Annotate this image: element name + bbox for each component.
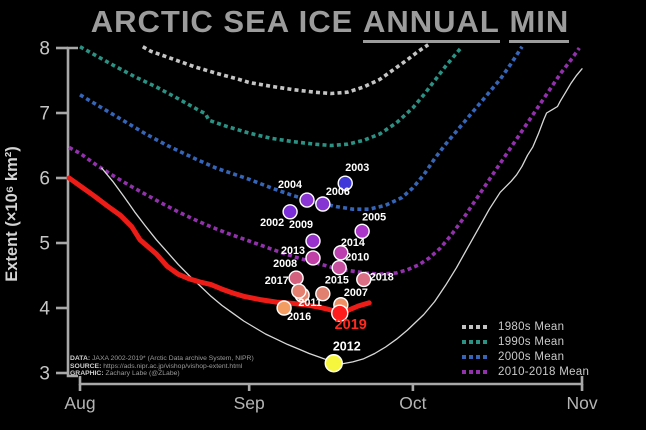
min-label-2016: 2016 — [287, 311, 311, 323]
y-tick-label-6: 6 — [39, 169, 50, 190]
credit-data-text: JAXA 2002-2019* (Arctic Data archive Sys… — [90, 355, 254, 362]
legend: 1980s Mean 1990s Mean 2000s Mean 2010-20… — [462, 319, 589, 379]
min-dot-2005 — [354, 223, 370, 240]
min-dot-2012 — [324, 354, 343, 373]
min-point-2016: 2016 — [276, 300, 311, 323]
legend-row-1980s: 1980s Mean — [462, 319, 589, 334]
min-dot-2017 — [291, 283, 307, 299]
min-point-2019: 2019 — [331, 304, 367, 333]
y-tick-label-7: 7 — [39, 104, 50, 125]
min-label-2019: 2019 — [335, 317, 367, 333]
y-tick-label-4: 4 — [39, 299, 50, 320]
min-point-2008: 2008 — [273, 258, 304, 286]
min-dot-2008 — [288, 270, 304, 286]
x-tick-label-Oct: Oct — [399, 393, 426, 413]
min-dot-2003 — [337, 175, 353, 191]
min-label-2018: 2018 — [370, 271, 394, 283]
min-dot-2016 — [276, 300, 292, 316]
min-label-2002: 2002 — [260, 217, 284, 229]
title-text-annual: ANNUAL — [362, 4, 500, 43]
min-dot-2018 — [356, 271, 372, 288]
min-point-2017: 2017 — [265, 275, 307, 299]
series-1980s-mean — [141, 43, 430, 96]
min-point-2003: 2003 — [337, 162, 369, 191]
min-dot-2013 — [305, 250, 321, 266]
min-label-2013: 2013 — [281, 245, 305, 257]
legend-swatch-2010-2018 — [462, 369, 489, 374]
min-dot-2014 — [333, 245, 349, 261]
min-label-2009: 2009 — [289, 219, 313, 231]
min-point-2012: 2012 — [324, 339, 361, 373]
credit-line-data: DATA: JAXA 2002-2019* (Arctic Data archi… — [70, 355, 254, 363]
x-tick-label-Nov: Nov — [566, 393, 597, 413]
credit-source-label: SOURCE: — [70, 362, 102, 370]
min-label-2011: 2011 — [298, 297, 321, 309]
min-point-2014: 2014 — [333, 237, 365, 261]
series-2012 — [101, 68, 583, 365]
min-label-2014: 2014 — [341, 237, 365, 249]
page-title: ARCTIC SEA ICE ANNUAL MIN — [0, 4, 646, 43]
credit-graphic-label: GRAPHIC: — [70, 370, 104, 378]
credit-data-label: DATA: — [70, 355, 91, 362]
min-point-2018: 2018 — [356, 271, 394, 288]
legend-swatch-1980s — [462, 324, 489, 329]
min-point-2009: 2009 — [289, 219, 321, 249]
min-label-2008: 2008 — [273, 258, 297, 270]
series-2010-2018-mean — [68, 46, 581, 277]
min-label-2012: 2012 — [333, 339, 361, 353]
credit-graphic-text: Zachary Labe (@ZLabe) — [103, 370, 180, 378]
credits-block: DATA: JAXA 2002-2019* (Arctic Data archi… — [70, 355, 254, 378]
min-point-2004: 2004 — [278, 179, 315, 208]
credit-source-text: https://ads.nipr.ac.jp/vishop/vishop-ext… — [101, 362, 243, 370]
min-label-2006: 2006 — [326, 186, 350, 198]
min-dot-2009 — [305, 233, 321, 249]
min-label-2007: 2007 — [344, 287, 368, 299]
min-point-2013: 2013 — [281, 245, 321, 266]
legend-label-1980s: 1980s Mean — [498, 320, 565, 333]
min-dot-2004 — [299, 192, 315, 208]
series-2000s-mean — [79, 45, 524, 211]
y-tick-label-8: 8 — [39, 39, 50, 60]
y-axis-title: Extent (×10⁶ km²) — [3, 146, 21, 282]
legend-row-1990s: 1990s Mean — [462, 334, 589, 349]
min-label-2010: 2010 — [345, 252, 369, 264]
title-text-plain: ARCTIC SEA ICE — [90, 4, 354, 39]
min-dot-2006 — [315, 196, 331, 212]
axes: 3 4 5 6 7 8 Aug Sep Oct Nov Extent (×10⁶ km²) — [3, 39, 598, 414]
x-tick-label-Sep: Sep — [234, 393, 265, 413]
legend-row-2000s: 2000s Mean — [462, 349, 589, 364]
credit-line-graphic: GRAPHIC: Zachary Labe (@ZLabe) — [70, 370, 254, 378]
legend-label-1990s: 1990s Mean — [498, 335, 565, 348]
min-point-2006: 2006 — [315, 186, 350, 212]
series-1990s-mean — [79, 45, 464, 148]
y-tick-label-3: 3 — [39, 364, 50, 385]
legend-row-2010-2018: 2010-2018 Mean — [462, 364, 589, 379]
min-label-2017: 2017 — [265, 275, 289, 287]
min-label-2015: 2015 — [325, 275, 349, 287]
min-dot-2019 — [331, 304, 349, 322]
min-point-2010: 2010 — [331, 252, 369, 276]
min-point-2005: 2005 — [354, 211, 386, 240]
y-tick-label-5: 5 — [39, 234, 50, 255]
legend-swatch-2000s — [462, 354, 489, 359]
min-label-2005: 2005 — [362, 211, 386, 223]
min-label-2003: 2003 — [345, 162, 369, 174]
min-dot-2002 — [282, 204, 298, 220]
min-dot-2015 — [315, 286, 331, 302]
min-point-2002: 2002 — [260, 204, 298, 229]
credit-line-source: SOURCE: https://ads.nipr.ac.jp/vishop/vi… — [70, 363, 254, 371]
min-point-2015: 2015 — [315, 275, 349, 302]
min-label-2004: 2004 — [278, 179, 302, 191]
min-dot-2010 — [331, 260, 347, 276]
legend-label-2010-2018: 2010-2018 Mean — [498, 365, 590, 378]
x-tick-label-Aug: Aug — [64, 393, 95, 413]
title-text-min: MIN — [509, 4, 570, 43]
legend-label-2000s: 2000s Mean — [498, 350, 565, 363]
legend-swatch-1990s — [462, 339, 489, 344]
